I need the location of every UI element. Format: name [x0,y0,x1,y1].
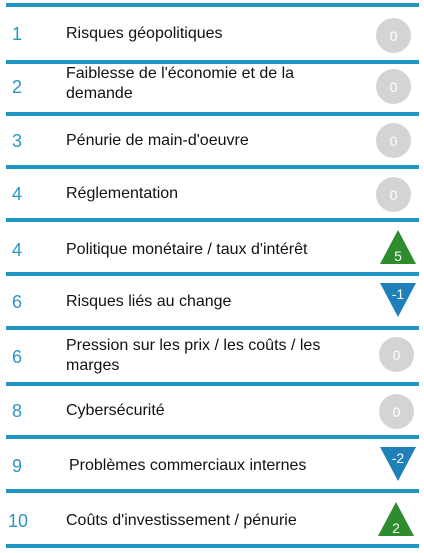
up-triangle-icon: 2 [377,501,415,537]
list-item: 6 Risques liés au change -1 [0,276,424,326]
risk-label: Politique monétaire / taux d'intérêt [66,241,308,258]
list-item: 3 Pénurie de main-d'oeuvre 0 [0,116,424,164]
change-value: 5 [394,248,402,264]
divider [6,489,419,493]
divider [6,165,419,169]
rank-number: 4 [12,240,23,260]
rank-number: 1 [12,24,23,44]
rank-number: 6 [12,347,23,367]
list-item: 6 Pression sur les prix / les coûts / le… [0,330,424,382]
divider [6,272,419,276]
divider [6,218,419,222]
risk-label: Coûts d'investissement / pénurie [66,512,297,529]
change-value: 0 [376,123,411,158]
rank-number: 6 [12,292,23,312]
divider [6,3,419,7]
change-value: 2 [392,520,400,536]
change-badge-neutral: 0 [377,337,415,373]
rank-number: 8 [12,401,23,421]
divider [6,60,419,64]
change-value: 0 [376,69,411,104]
risk-label: Cybersécurité [66,402,165,419]
change-badge-neutral: 0 [374,69,412,105]
down-triangle-icon: -1 [379,282,417,318]
divider [6,544,419,548]
down-triangle-icon: -2 [379,446,417,482]
risk-label: Risques liés au change [66,293,232,310]
list-item: 8 Cybersécurité 0 [0,386,424,434]
change-value: -1 [391,286,405,302]
list-item: 1 Risques géopolitiques 0 [0,7,424,61]
list-item: 10 Coûts d'investissement / pénurie 2 [0,493,424,543]
rank-number: 9 [12,456,23,476]
list-item: 2 Faiblesse de l'économie et de la deman… [0,64,424,112]
risk-label: Problèmes commerciaux internes [69,457,307,474]
change-badge-neutral: 0 [374,18,412,54]
risk-label: Pression sur les prix / les coûts / les … [66,337,321,374]
list-item: 9 Problèmes commerciaux internes -2 [0,439,424,489]
risk-label: Pénurie de main-d'oeuvre [66,132,249,149]
change-badge-neutral: 0 [374,123,412,159]
rank-number: 2 [12,77,23,97]
change-value: -2 [391,450,405,466]
change-value: 0 [379,394,414,429]
change-value: 0 [379,337,414,372]
rank-number: 10 [8,511,29,531]
divider [6,112,419,116]
divider [6,382,419,386]
up-triangle-icon: 5 [379,229,417,265]
rank-number: 3 [12,131,23,151]
list-item: 4 Réglementation 0 [0,169,424,217]
change-badge-neutral: 0 [377,394,415,430]
divider [6,435,419,439]
change-badge-neutral: 0 [374,177,412,213]
risk-label: Risques géopolitiques [66,25,223,42]
list-item: 4 Politique monétaire / taux d'intérêt 5 [0,222,424,272]
risk-label: Réglementation [66,185,179,202]
change-value: 0 [376,177,411,212]
divider [6,326,419,330]
change-value: 0 [376,18,411,53]
rank-number: 4 [12,184,23,204]
risk-label: Faiblesse de l'économie et de la demande [66,65,295,102]
